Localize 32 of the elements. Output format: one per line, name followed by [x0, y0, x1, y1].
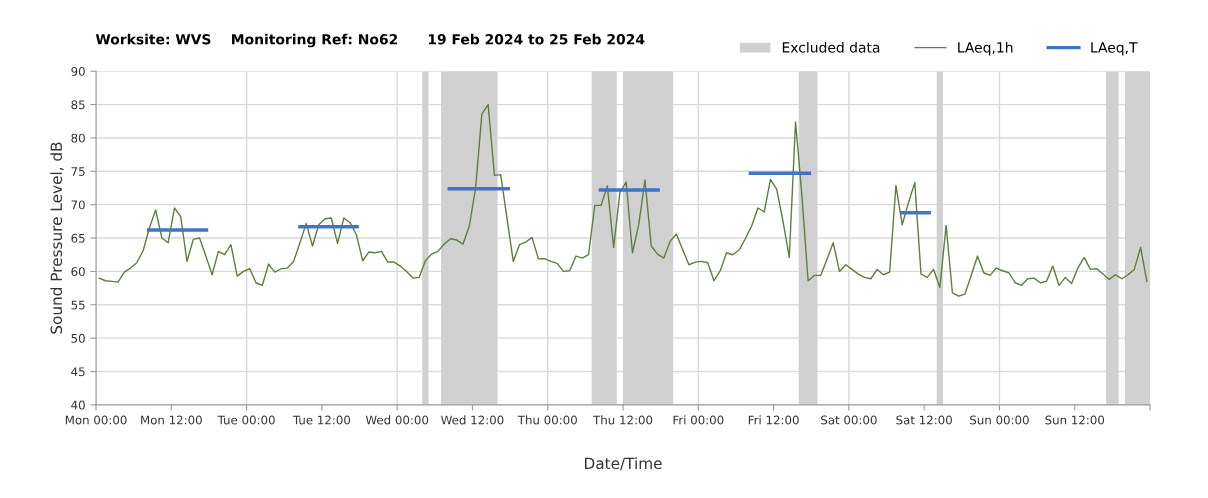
x-tick-label: Mon 12:00: [141, 415, 202, 425]
y-tick-label: 90: [71, 66, 85, 76]
y-tick-label: 50: [71, 333, 85, 343]
y-axis-title: Sound Pressure Level, dB: [50, 142, 64, 334]
y-tick-label: 85: [71, 100, 85, 110]
x-tick-label: Tue 12:00: [292, 415, 351, 425]
x-tick-label: Mon 00:00: [65, 415, 127, 425]
x-tick-label: Sun 00:00: [970, 415, 1029, 425]
x-tick-label: Fri 00:00: [673, 415, 724, 425]
y-tick-label: 70: [71, 200, 85, 210]
x-tick-label: Wed 00:00: [365, 415, 429, 425]
x-tick-label: Thu 00:00: [517, 415, 577, 425]
x-tick-label: Sat 12:00: [896, 415, 952, 425]
y-tick-label: 75: [71, 167, 85, 176]
y-tick-label: 45: [71, 367, 85, 377]
y-tick-label: 40: [71, 400, 85, 410]
legend-label: LAeq,1h: [958, 41, 1013, 56]
x-tick-label: Fri 12:00: [748, 415, 799, 425]
x-tick-label: Tue 00:00: [217, 415, 275, 425]
y-tick-label: 60: [71, 267, 85, 277]
y-tick-label: 65: [71, 233, 85, 243]
legend-label: Excluded data: [782, 41, 880, 53]
x-axis-title: Date/Time: [585, 457, 662, 471]
x-tick-label: Thu 12:00: [593, 415, 653, 425]
chart-title: Worksite: WVS Monitoring Ref: No62 19 Feb 2024 to 25 Feb 2024: [95, 33, 645, 48]
y-tick-label: 55: [71, 300, 85, 310]
y-tick-label: 80: [71, 133, 85, 143]
x-tick-label: Sun 12:00: [1045, 415, 1105, 425]
line-series: [98, 103, 1148, 297]
legend-label: LAeq,T: [1091, 42, 1138, 56]
x-tick-label: Sat 00:00: [821, 415, 877, 425]
x-tick-label: Wed 12:00: [441, 415, 504, 425]
